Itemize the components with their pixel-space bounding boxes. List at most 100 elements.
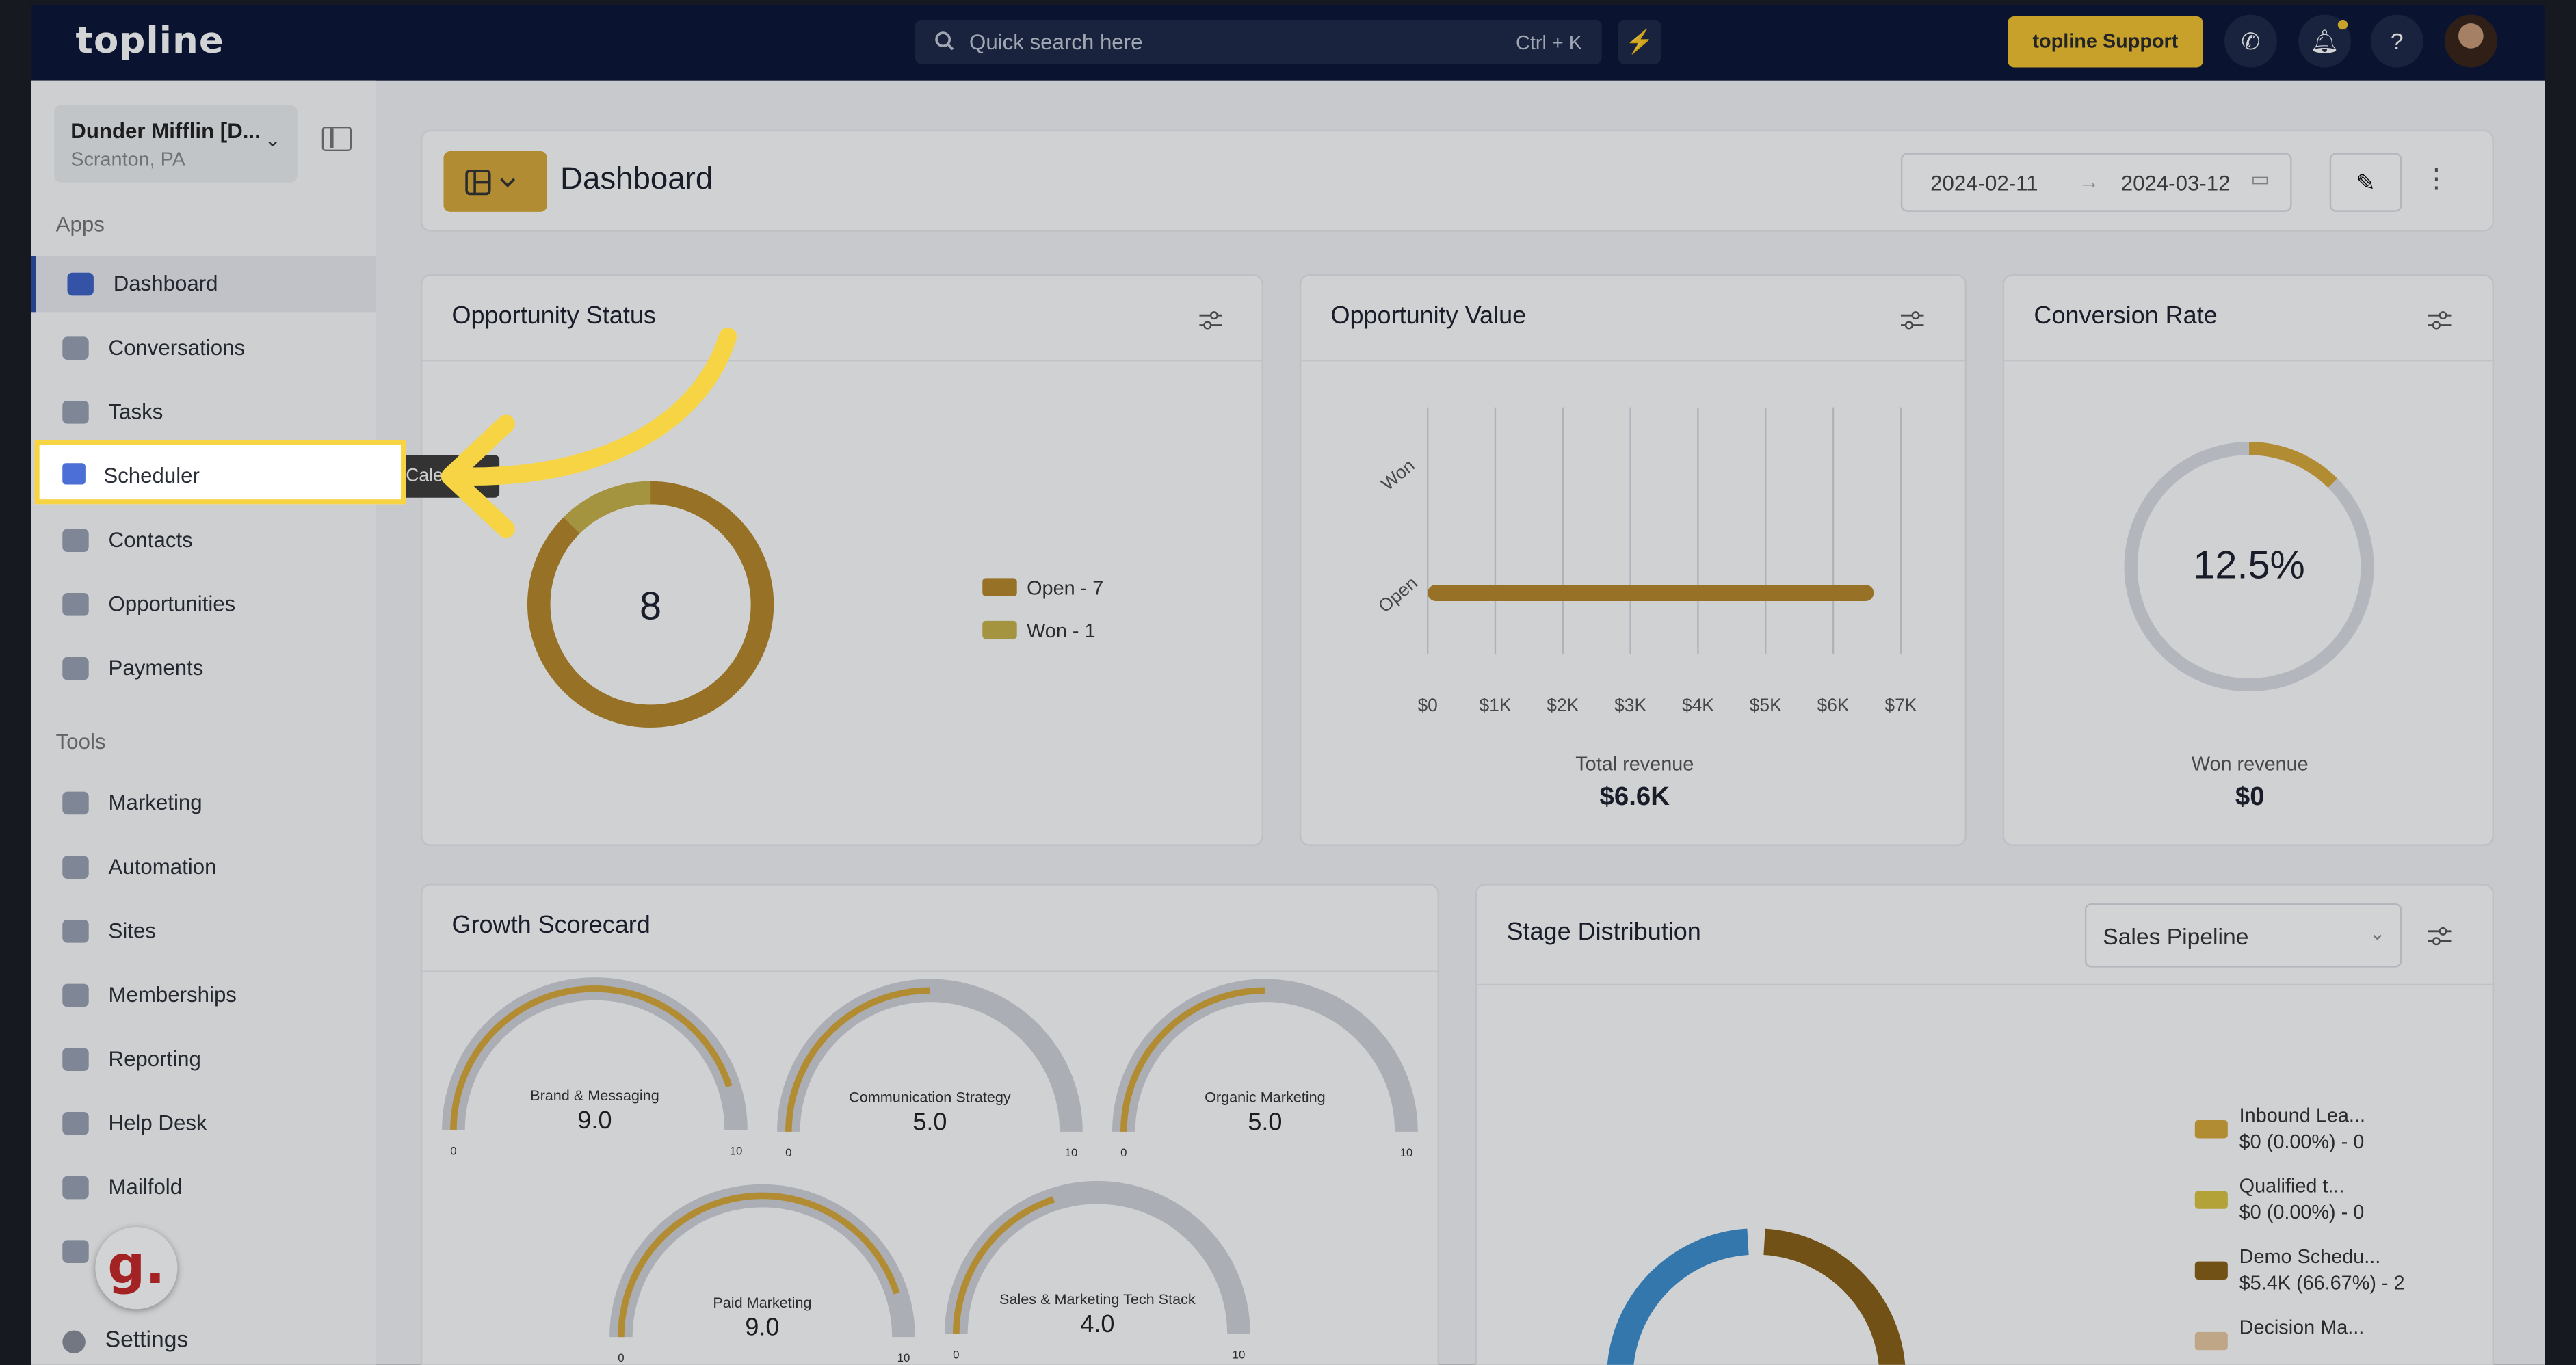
legend-swatch xyxy=(2194,1261,2228,1280)
search-placeholder: Quick search here xyxy=(969,29,1143,55)
tools-heading: Tools xyxy=(55,729,106,754)
bell-icon[interactable]: 🔔︎ xyxy=(2298,14,2351,68)
sidebar-item-label: Contacts xyxy=(108,527,193,553)
filter-icon[interactable] xyxy=(1900,310,1924,330)
filter-icon[interactable] xyxy=(2428,310,2452,330)
phone-icon[interactable]: ✆ xyxy=(2224,14,2277,68)
top-bar: topline Quick search here Ctrl + K ⚡ top… xyxy=(31,5,2545,81)
gauge-label: Brand & Messaging xyxy=(530,1087,659,1104)
sidebar-item-label: Opportunities xyxy=(108,591,236,616)
gear-icon xyxy=(62,1330,86,1354)
sidebar-item-opportunities[interactable]: Opportunities xyxy=(31,577,376,633)
page-title: Dashboard xyxy=(560,162,713,198)
sidebar-item-scheduler[interactable]: Scheduler xyxy=(34,440,406,505)
donut-slice-won xyxy=(527,481,774,728)
pipeline-select[interactable]: Sales Pipeline ⌄ xyxy=(2084,903,2402,968)
search-shortcut: Ctrl + K xyxy=(1516,31,1582,55)
search-input[interactable]: Quick search here Ctrl + K xyxy=(915,19,1602,64)
layout-switcher-button[interactable] xyxy=(443,150,547,212)
sidebar-item-contacts[interactable]: Contacts xyxy=(31,512,376,568)
card-title: Opportunity Value xyxy=(1330,302,1527,330)
x-tick-label: $4K xyxy=(1682,695,1714,715)
sidebar-item-mailfold[interactable]: Mailfold xyxy=(31,1160,376,1216)
notification-dot xyxy=(2337,19,2348,30)
sidebar-item-label: Conversations xyxy=(108,334,246,360)
stage-distribution-donut xyxy=(1607,1228,1906,1365)
sidebar-item-label: Marketing xyxy=(108,790,202,815)
settings-label: Settings xyxy=(105,1325,189,1352)
tasks-icon xyxy=(62,401,89,424)
gauge-value-arc xyxy=(618,1192,900,1338)
globe-icon xyxy=(62,920,89,943)
divider xyxy=(2004,359,2493,362)
help-circle-icon xyxy=(62,1112,89,1135)
filter-icon[interactable] xyxy=(2428,927,2452,946)
sidebar-item-label: Payments xyxy=(108,655,204,680)
sidebar-item-partial[interactable] xyxy=(31,1223,376,1280)
filter-icon[interactable] xyxy=(1199,310,1222,330)
pencil-icon: ✎ xyxy=(2356,169,2376,196)
chat-icon xyxy=(62,336,89,360)
sidebar-item-conversations[interactable]: Conversations xyxy=(31,320,376,376)
gauge-label: Communication Strategy xyxy=(849,1089,1011,1106)
sidebar-item-help-desk[interactable]: Help Desk xyxy=(31,1096,376,1152)
gauge-max-label: 10 xyxy=(1233,1348,1246,1361)
edit-button[interactable]: ✎ xyxy=(2329,153,2402,212)
more-options-icon[interactable]: ⋮ xyxy=(2423,165,2450,194)
legend-label: Decision Ma... xyxy=(2239,1315,2365,1339)
gauge: Paid Marketing 9.0 0 10 xyxy=(609,1184,915,1364)
avatar[interactable] xyxy=(2444,14,2497,68)
account-switcher[interactable]: Dunder Mifflin [D... Scranton, PA ⌄ xyxy=(54,105,298,183)
card-title: Conversion Rate xyxy=(2034,302,2218,330)
gauge-value-arc xyxy=(1120,987,1265,1132)
users-icon xyxy=(62,983,89,1007)
sidebar-item-label: Dashboard xyxy=(113,271,218,296)
total-revenue-value: $6.6K xyxy=(1599,783,1670,812)
search-icon xyxy=(935,31,954,51)
g-badge-logo[interactable]: g. xyxy=(95,1227,178,1310)
sidebar-item-reporting[interactable]: Reporting xyxy=(31,1031,376,1087)
date-from: 2024-02-11 xyxy=(1930,170,2038,196)
sidebar-item-sites[interactable]: Sites xyxy=(31,903,376,959)
gauge-max-label: 10 xyxy=(1065,1146,1078,1159)
sidebar-item-memberships[interactable]: Memberships xyxy=(31,968,376,1024)
sidebar-item-dashboard[interactable]: Dashboard xyxy=(31,256,377,313)
cogs-icon xyxy=(62,856,89,879)
arrow-right-icon: → xyxy=(2078,169,2100,194)
legend-label: Open - 7 xyxy=(1027,577,1104,600)
gauge-min-label: 0 xyxy=(785,1146,791,1159)
legend-swatch xyxy=(2194,1331,2228,1351)
chevron-down-icon: ⌄ xyxy=(264,128,281,151)
dashboard-header: Dashboard 2024-02-11 → 2024-03-12 ▭ ✎ ⋮ xyxy=(420,129,2494,232)
legend-label: Won - 1 xyxy=(1027,619,1096,643)
calendar-icon xyxy=(62,463,86,485)
won-revenue-label: Won revenue xyxy=(2191,752,2309,776)
legend-swatch xyxy=(2194,1120,2228,1139)
sidebar-item-tasks[interactable]: Tasks xyxy=(31,384,376,440)
date-range-picker[interactable]: 2024-02-11 → 2024-03-12 ▭ xyxy=(1900,153,2292,212)
support-button[interactable]: topline Support xyxy=(2007,16,2203,68)
pie-chart-icon xyxy=(62,1048,89,1071)
legend-swatch xyxy=(982,578,1017,596)
conversion-rate-value: 12.5% xyxy=(2193,543,2305,588)
lightning-icon[interactable]: ⚡ xyxy=(1618,19,1661,64)
help-icon[interactable]: ? xyxy=(2370,14,2423,68)
opportunity-status-card: Opportunity Status 8 Open - 7 Won - 1 xyxy=(420,274,1263,846)
collapse-sidebar-icon[interactable] xyxy=(321,126,352,151)
layout-icon xyxy=(465,169,516,196)
stage-distribution-card: Stage Distribution Sales Pipeline ⌄ Inbo… xyxy=(1475,884,2494,1365)
conversion-rate-card: Conversion Rate 12.5% Won revenue $0 xyxy=(2002,274,2494,846)
x-tick-label: $1K xyxy=(1479,695,1511,715)
topline-logo[interactable]: topline xyxy=(75,21,224,63)
sidebar-item-payments[interactable]: Payments xyxy=(31,641,376,697)
x-tick-label: $2K xyxy=(1547,695,1579,715)
calendar-icon: ▭ xyxy=(2250,167,2270,191)
gauge-max-label: 10 xyxy=(1400,1146,1413,1159)
sidebar-item-marketing[interactable]: Marketing xyxy=(31,776,376,832)
sidebar-item-label: Scheduler xyxy=(103,463,200,488)
legend-swatch xyxy=(982,620,1017,639)
sidebar-item-automation[interactable]: Automation xyxy=(31,839,376,895)
opportunity-status-donut xyxy=(527,481,774,728)
